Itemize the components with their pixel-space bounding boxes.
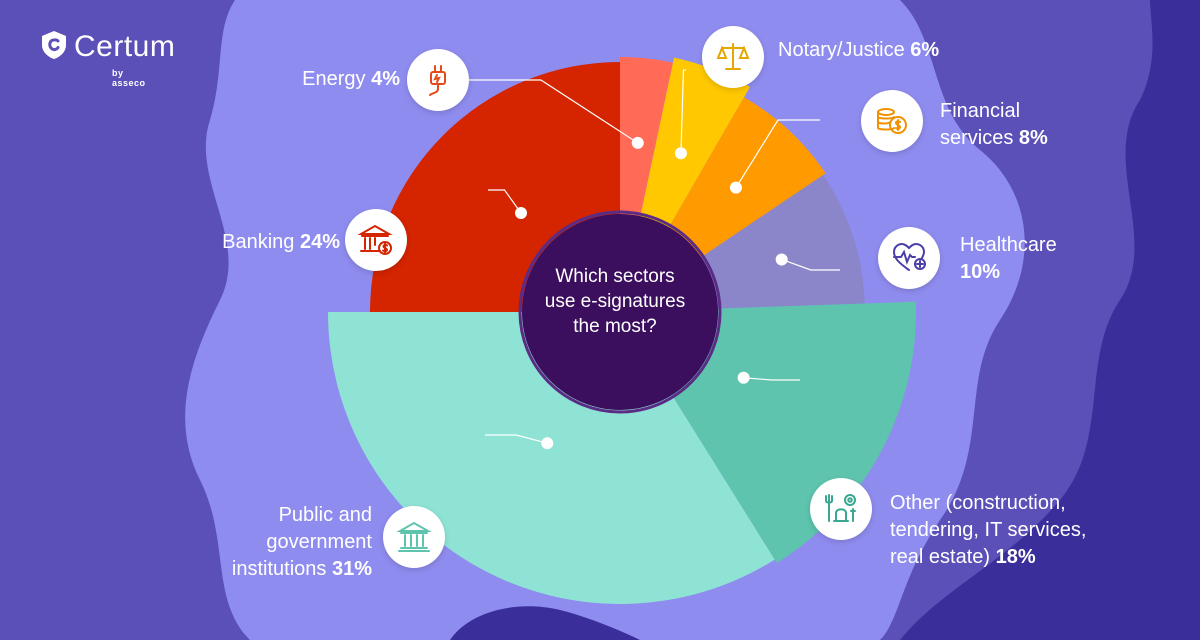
slice-dot-financial [729, 181, 742, 194]
slice-dot-banking [515, 207, 528, 220]
label-other-line1: Other (construction, [890, 492, 1066, 514]
label-other-line3-wrap: real estate) 18% [890, 544, 1150, 571]
label-public-line3-wrap: institutions 31% [170, 556, 372, 583]
slice-dot-healthcare [775, 253, 788, 266]
label-notary: Notary/Justice 6% [778, 37, 998, 64]
slice-dot-public [541, 437, 554, 450]
label-energy-name: Energy [302, 68, 366, 90]
label-other-pct: 18% [995, 546, 1036, 568]
center-question-line3: the most? [573, 316, 657, 337]
label-banking-pct: 24% [299, 231, 340, 253]
leader-line-healthcare [781, 258, 840, 271]
leader-line-public [485, 434, 548, 444]
label-banking-name: Banking [222, 231, 295, 253]
scales-icon [702, 26, 764, 88]
center-circle [522, 214, 718, 410]
label-other-line2: tendering, IT services, [890, 519, 1087, 541]
leader-line-banking [488, 189, 522, 214]
background-dark-blob-2 [450, 606, 640, 640]
label-banking: Banking 24% [170, 229, 340, 256]
label-financial-line2: services [940, 127, 1014, 149]
label-healthcare-pct: 10% [960, 261, 1001, 283]
heart-pulse-icon [878, 227, 940, 289]
label-energy: Energy 4% [240, 66, 400, 93]
label-public-line3: institutions [231, 558, 327, 580]
brand-name: Certum [74, 30, 176, 63]
label-financial: Financial services 8% [940, 98, 1120, 152]
slice-dot-notary [674, 147, 687, 160]
center-question-line1: Which sectors [555, 266, 675, 287]
label-other: Other (construction, tendering, IT servi… [890, 490, 1150, 571]
center-circle-ring [518, 210, 722, 414]
plug-icon [407, 49, 469, 111]
center-question: Which sectors use e-signatures the most? [540, 264, 690, 339]
label-public-line1: Public and [278, 504, 372, 526]
label-financial-line1: Financial [940, 100, 1021, 122]
tools-icon [810, 478, 872, 540]
label-healthcare-name: Healthcare [960, 234, 1057, 256]
label-healthcare: Healthcare 10% [960, 232, 1140, 286]
shield-logo-icon [42, 31, 66, 59]
leader-line-notary [680, 69, 686, 154]
leader-line-energy [444, 79, 639, 144]
brand-byline: by asseco [112, 68, 146, 88]
leader-line-other [743, 377, 800, 381]
label-notary-pct: 6% [910, 39, 940, 61]
label-energy-pct: 4% [371, 68, 400, 90]
label-public-pct: 31% [331, 558, 372, 580]
coins-icon [861, 90, 923, 152]
label-financial-pct: 8% [1018, 127, 1048, 149]
government-building-icon [383, 506, 445, 568]
slice-dot-other [737, 371, 750, 384]
background-dark-blob [900, 0, 1200, 640]
label-public: Public and government institutions 31% [170, 502, 372, 583]
label-notary-name: Notary/Justice [778, 39, 905, 61]
label-financial-line2-wrap: services 8% [940, 125, 1120, 152]
label-other-line3: real estate) [890, 546, 991, 568]
certum-logo: Certum by asseco [40, 30, 175, 88]
slice-dot-energy [631, 136, 644, 149]
leader-line-financial [735, 119, 820, 188]
center-question-line2: use e-signatures [544, 291, 686, 312]
bank-icon [345, 209, 407, 271]
label-public-line2: government [266, 531, 372, 553]
